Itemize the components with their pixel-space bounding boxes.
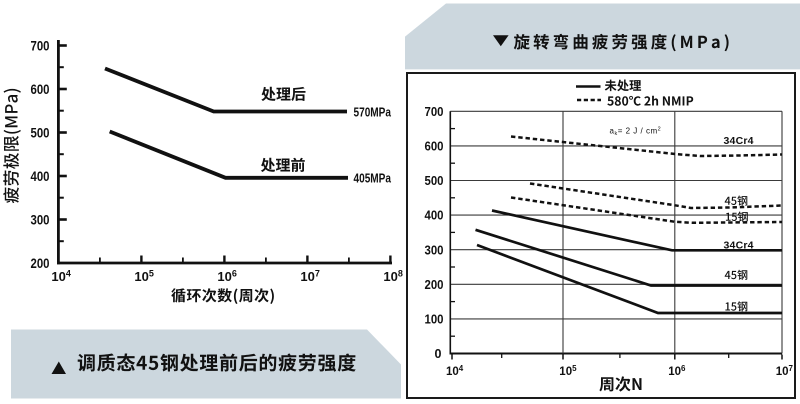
svg-text:400: 400 <box>425 209 444 223</box>
svg-text:600: 600 <box>425 140 444 154</box>
svg-text:500: 500 <box>425 174 444 188</box>
svg-text:700: 700 <box>31 38 50 53</box>
svg-text:600: 600 <box>31 82 50 97</box>
svg-text:300: 300 <box>31 212 50 227</box>
svg-text:ak= 2 J / cm2: ak= 2 J / cm2 <box>610 127 662 138</box>
svg-text:100: 100 <box>425 313 444 327</box>
svg-text:200: 200 <box>425 278 444 292</box>
svg-text:570MPa: 570MPa <box>354 105 392 119</box>
svg-text:700: 700 <box>425 105 444 119</box>
svg-text:405MPa: 405MPa <box>354 171 392 185</box>
svg-text:300: 300 <box>425 243 444 257</box>
svg-text:200: 200 <box>31 256 50 271</box>
svg-text:34Cr4: 34Cr4 <box>724 239 754 251</box>
svg-text:400: 400 <box>31 169 50 184</box>
svg-text:34Cr4: 34Cr4 <box>724 135 754 147</box>
svg-text:500: 500 <box>31 125 50 140</box>
svg-text:0: 0 <box>435 347 442 361</box>
